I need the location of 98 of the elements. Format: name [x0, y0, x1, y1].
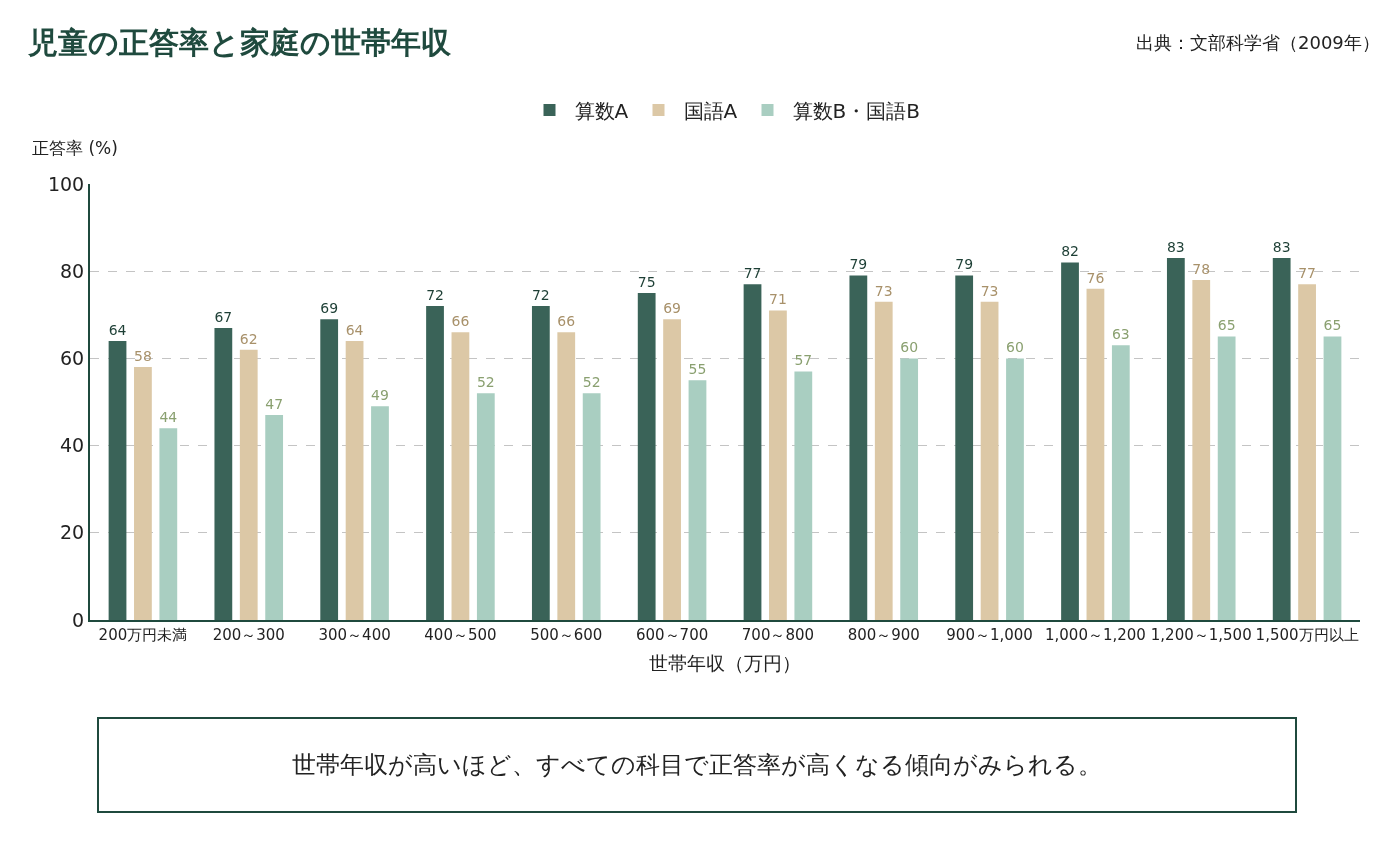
bar — [426, 306, 444, 620]
bar — [1192, 279, 1211, 620]
bar — [1272, 258, 1291, 620]
bar — [955, 275, 974, 620]
bar — [794, 371, 813, 620]
bar — [637, 293, 656, 620]
bar — [1298, 284, 1316, 620]
data-label: 79 — [955, 256, 974, 273]
data-label: 69 — [663, 300, 681, 317]
data-label: 73 — [980, 282, 999, 299]
legend-label: 国語A — [683, 98, 738, 123]
data-label: 47 — [265, 395, 284, 412]
data-label: 75 — [637, 273, 656, 290]
data-label: 52 — [582, 374, 601, 391]
text: 世帯年収が高いほど、すべての科目で正答率が高くなる傾向がみられる。 — [292, 751, 1102, 779]
x-tick-label: 600～700 — [635, 626, 709, 644]
bar — [108, 340, 127, 620]
y-tick-label: 40 — [60, 434, 85, 457]
x-tick-label: 800～900 — [847, 626, 920, 644]
bar — [874, 301, 893, 620]
data-label: 60 — [1006, 339, 1024, 356]
data-label: 49 — [371, 387, 389, 404]
x-tick-label: 200万円未満 — [98, 626, 188, 644]
bar — [1086, 288, 1105, 620]
bar — [1323, 336, 1342, 620]
bar — [1217, 336, 1236, 620]
data-label: 77 — [1298, 265, 1316, 282]
data-label: 78 — [1192, 260, 1211, 277]
data-label: 83 — [1166, 239, 1185, 256]
data-label: 71 — [769, 291, 787, 308]
x-tick-label: 200～300 — [212, 626, 285, 644]
data-label: 58 — [134, 348, 152, 365]
data-label: 66 — [451, 313, 470, 330]
data-label: 76 — [1086, 269, 1105, 286]
x-tick-label: 900～1,000 — [946, 626, 1033, 644]
data-label: 73 — [874, 282, 893, 299]
bar — [769, 310, 787, 620]
bar — [743, 284, 762, 620]
y-tick-label: 0 — [72, 608, 85, 631]
bar — [134, 367, 152, 620]
bar — [451, 332, 470, 620]
bar — [1061, 262, 1079, 620]
data-label: 66 — [557, 313, 576, 330]
data-label: 65 — [1217, 317, 1236, 334]
data-label: 60 — [900, 339, 919, 356]
x-tick-label: 700～800 — [741, 626, 815, 644]
data-label: 44 — [159, 409, 178, 426]
x-tick-label: 1,200～1,500 — [1150, 626, 1252, 644]
data-label: 82 — [1061, 243, 1079, 260]
legend-label: 算数A — [574, 98, 629, 123]
data-label: 77 — [743, 265, 762, 282]
data-label: 63 — [1111, 326, 1130, 343]
data-label: 79 — [849, 256, 868, 273]
data-label: 72 — [531, 286, 550, 303]
bar — [476, 393, 495, 620]
bar — [849, 275, 868, 620]
x-tick-label: 500～600 — [530, 626, 603, 644]
bar — [1111, 345, 1130, 620]
bar — [900, 358, 919, 620]
data-label: 64 — [345, 321, 364, 338]
y-tick-label: 100 — [47, 172, 85, 195]
data-label: 65 — [1323, 317, 1342, 334]
bar — [1166, 258, 1185, 620]
data-label: 67 — [214, 308, 233, 325]
source-note: 出典：文部科学省（2009年） — [1136, 32, 1380, 53]
bar — [531, 306, 550, 620]
bar — [557, 332, 576, 620]
y-tick-label: 20 — [60, 521, 85, 544]
legend-label: 算数B・国語B — [792, 98, 920, 123]
data-label: 57 — [794, 352, 813, 369]
bar — [320, 319, 339, 620]
data-label: 64 — [108, 321, 127, 338]
data-label: 69 — [320, 300, 339, 317]
chart-title: 児童の正答率と家庭の世帯年収 — [27, 24, 452, 60]
y-axis-title: 正答率 (%) — [32, 138, 118, 158]
x-tick-label: 1,500万円以上 — [1255, 626, 1359, 644]
x-tick-label: 300～400 — [318, 626, 391, 644]
bar — [688, 380, 707, 620]
bar — [663, 319, 681, 620]
bar — [345, 340, 364, 620]
bar — [371, 406, 389, 620]
bar — [214, 327, 233, 620]
bar — [159, 428, 178, 620]
x-tick-label: 400～500 — [424, 626, 497, 644]
bar — [1006, 358, 1024, 620]
data-label: 52 — [476, 374, 495, 391]
bar — [582, 393, 601, 620]
x-axis-title: 世帯年収（万円） — [649, 652, 801, 675]
y-tick-label: 60 — [60, 347, 85, 370]
data-label: 62 — [239, 330, 258, 347]
y-tick-label: 80 — [60, 259, 85, 282]
data-label: 55 — [688, 361, 707, 378]
data-label: 72 — [426, 286, 444, 303]
bar — [265, 415, 284, 620]
data-label: 83 — [1272, 239, 1291, 256]
bar — [239, 349, 258, 620]
bar — [980, 301, 999, 620]
x-tick-label: 1,000～1,200 — [1044, 626, 1146, 644]
